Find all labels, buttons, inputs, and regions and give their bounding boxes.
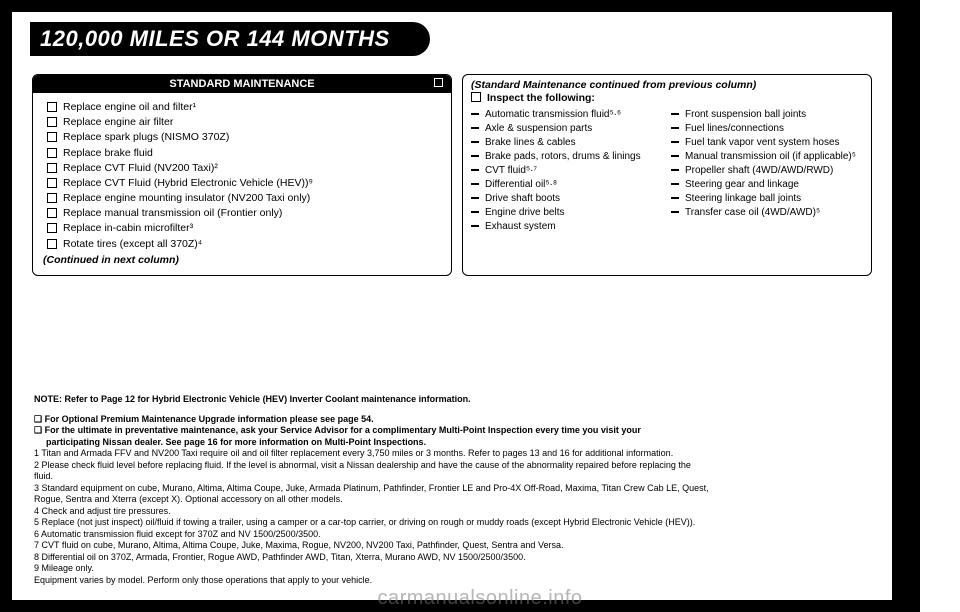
footnote-2b: fluid. xyxy=(34,471,870,483)
note-optional: ❏ For Optional Premium Maintenance Upgra… xyxy=(34,414,870,426)
page-title: 120,000 MILES OR 144 MONTHS xyxy=(30,22,430,56)
list-item: Replace spark plugs (NISMO 370Z) xyxy=(47,130,441,144)
list-item: Brake lines & cables xyxy=(471,136,663,149)
note-multipoint-a: ❏ For the ultimate in preventative maint… xyxy=(34,425,870,437)
list-item: Steering gear and linkage xyxy=(671,178,863,191)
title-bar: 120,000 MILES OR 144 MONTHS xyxy=(30,22,430,56)
list-item: Exhaust system xyxy=(471,220,663,233)
footnote-equipment: Equipment varies by model. Perform only … xyxy=(34,575,870,587)
footnote-3a: 3 Standard equipment on cube, Murano, Al… xyxy=(34,483,870,495)
list-item: Replace brake fluid xyxy=(47,146,441,160)
list-item: Fuel lines/connections xyxy=(671,122,863,135)
standard-box-body: Replace engine oil and filter¹ Replace e… xyxy=(33,93,451,275)
continued-note: (Continued in next column) xyxy=(43,253,441,267)
list-item: Drive shaft boots xyxy=(471,192,663,205)
list-item: Axle & suspension parts xyxy=(471,122,663,135)
list-item: Replace CVT Fluid (Hybrid Electronic Veh… xyxy=(47,176,441,190)
footnote-9: 9 Mileage only. xyxy=(34,563,870,575)
columns: STANDARD MAINTENANCE Replace engine oil … xyxy=(32,74,872,276)
inspect-box: (Standard Maintenance continued from pre… xyxy=(462,74,872,276)
footnote-1: 1 Titan and Armada FFV and NV200 Taxi re… xyxy=(34,448,870,460)
list-item: Front suspension ball joints xyxy=(671,108,863,121)
list-item: Rotate tires (except all 370Z)⁴ xyxy=(47,237,441,251)
list-item: Differential oil⁵·⁸ xyxy=(471,178,663,191)
inspect-heading: Inspect the following: xyxy=(463,91,871,107)
list-item: Manual transmission oil (if applicable)⁵ xyxy=(671,150,863,163)
inspect-top-note: (Standard Maintenance continued from pre… xyxy=(463,75,871,91)
footnote-7: 7 CVT fluid on cube, Murano, Altima, Alt… xyxy=(34,540,870,552)
note-hev: NOTE: Refer to Page 12 for Hybrid Electr… xyxy=(34,394,870,406)
watermark: carmanualsonline.info xyxy=(0,587,960,610)
footnote-5: 5 Replace (not just inspect) oil/fluid i… xyxy=(34,517,870,529)
list-item: Transfer case oil (4WD/AWD)⁵ xyxy=(671,206,863,219)
page-content: 120,000 MILES OR 144 MONTHS STANDARD MAI… xyxy=(12,12,892,600)
standard-checklist: Replace engine oil and filter¹ Replace e… xyxy=(43,100,441,251)
standard-maintenance-box: STANDARD MAINTENANCE Replace engine oil … xyxy=(32,74,452,276)
standard-box-header: STANDARD MAINTENANCE xyxy=(33,75,451,93)
inspect-right-list: Front suspension ball joints Fuel lines/… xyxy=(671,107,863,234)
note-multipoint-b: participating Nissan dealer. See page 16… xyxy=(34,437,870,449)
footnote-3b: Rogue, Sentra and Xterra (except X). Opt… xyxy=(34,494,870,506)
side-tab: MAINTENANCE SCHEDULE xyxy=(852,280,880,480)
list-item: Fuel tank vapor vent system hoses xyxy=(671,136,863,149)
list-item: Replace in-cabin microfilter³ xyxy=(47,221,441,235)
standard-box-header-text: STANDARD MAINTENANCE xyxy=(169,78,314,90)
footnote-8: 8 Differential oil on 370Z, Armada, Fron… xyxy=(34,552,870,564)
list-item: Automatic transmission fluid⁵·⁶ xyxy=(471,108,663,121)
footnotes: NOTE: Refer to Page 12 for Hybrid Electr… xyxy=(34,394,870,586)
footnote-6: 6 Automatic transmission fluid except fo… xyxy=(34,529,870,541)
page-black-frame: 120,000 MILES OR 144 MONTHS STANDARD MAI… xyxy=(0,0,920,612)
list-item: Replace manual transmission oil (Frontie… xyxy=(47,206,441,220)
list-item: Replace engine mounting insulator (NV200… xyxy=(47,191,441,205)
list-item: Replace engine oil and filter¹ xyxy=(47,100,441,114)
list-item: Brake pads, rotors, drums & linings xyxy=(471,150,663,163)
list-item: Engine drive belts xyxy=(471,206,663,219)
list-item: Propeller shaft (4WD/AWD/RWD) xyxy=(671,164,863,177)
footnote-2a: 2 Please check fluid level before replac… xyxy=(34,460,870,472)
list-item: CVT fluid⁵·⁷ xyxy=(471,164,663,177)
list-item: Replace engine air filter xyxy=(47,115,441,129)
footnote-4: 4 Check and adjust tire pressures. xyxy=(34,506,870,518)
inspect-left-list: Automatic transmission fluid⁵·⁶ Axle & s… xyxy=(471,107,663,234)
list-item: Replace CVT Fluid (NV200 Taxi)² xyxy=(47,161,441,175)
list-item: Steering linkage ball joints xyxy=(671,192,863,205)
checkbox-icon xyxy=(434,78,443,87)
inspect-columns: Automatic transmission fluid⁵·⁶ Axle & s… xyxy=(463,107,871,242)
